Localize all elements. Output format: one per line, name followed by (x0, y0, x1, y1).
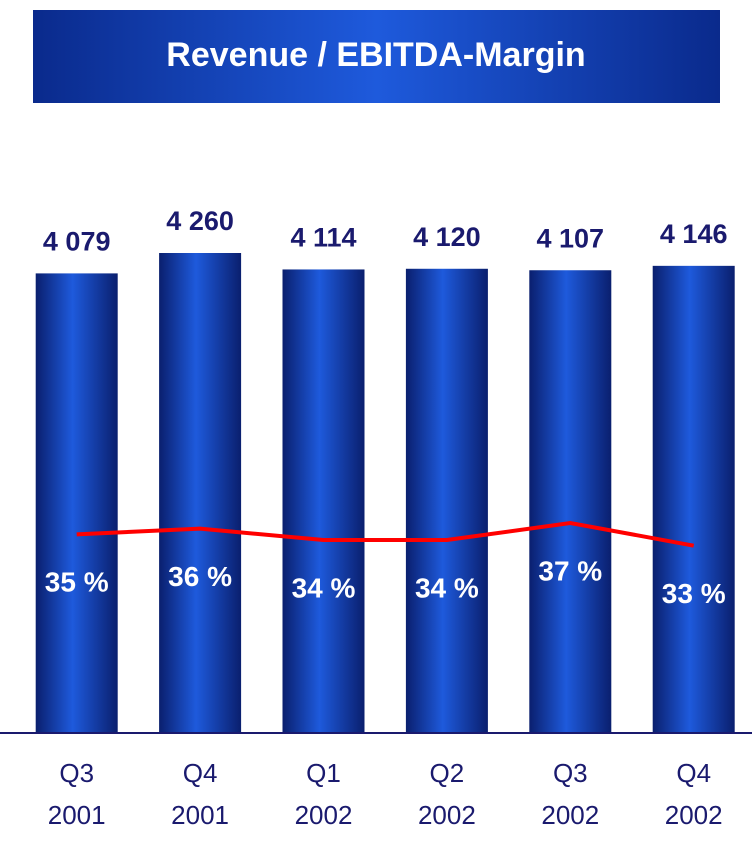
bar (35, 273, 118, 733)
margin-value-label: 34 % (292, 572, 356, 603)
margin-value-label: 34 % (415, 572, 479, 603)
x-tick-label: Q4 2001 (171, 758, 230, 830)
bar-value-label: 4 146 (660, 219, 728, 249)
bar-value-label: 4 107 (537, 223, 605, 253)
margin-line (76, 520, 695, 548)
margin-value-label: 36 % (168, 561, 232, 592)
chart-title: Revenue / EBITDA-Margin (166, 36, 585, 74)
margin-value-label: 37 % (538, 555, 602, 586)
bar-value-label: 4 114 (290, 223, 356, 253)
margin-value-label: 35 % (45, 567, 109, 598)
bar (405, 268, 488, 733)
x-tick-label: Q3 2002 (541, 758, 600, 830)
bar-value-label: 4 079 (43, 227, 111, 257)
bar-value-label: 4 120 (413, 222, 481, 252)
x-tick-label: Q3 2001 (47, 758, 106, 830)
x-tick-label: Q4 2002 (664, 758, 723, 830)
bar (282, 269, 365, 733)
title-banner (33, 10, 720, 103)
x-tick-label: Q2 2002 (417, 758, 476, 830)
bar (159, 253, 242, 733)
bar (529, 270, 612, 733)
bar (652, 265, 735, 733)
bar-value-label: 4 260 (166, 206, 234, 236)
margin-value-label: 33 % (662, 578, 726, 609)
x-tick-label: Q1 2002 (294, 758, 353, 830)
